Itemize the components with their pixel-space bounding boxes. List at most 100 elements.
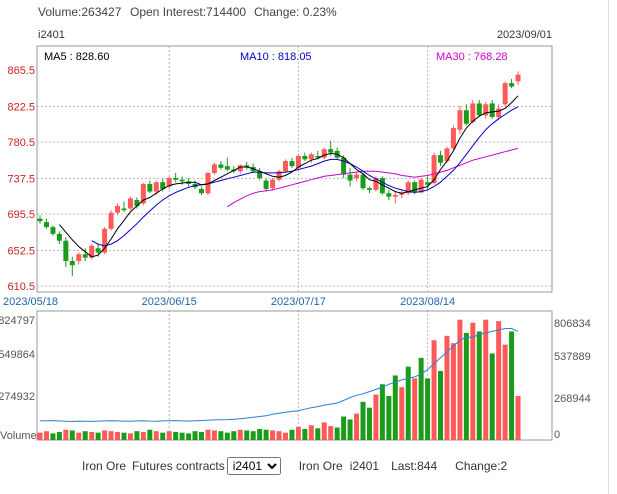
volume-bar	[263, 429, 269, 440]
volume-bar	[153, 431, 159, 440]
volume-bar	[224, 432, 230, 440]
volume-bar	[50, 433, 56, 440]
candle-body	[115, 205, 121, 213]
change-stat: Change: 0.23%	[254, 5, 337, 19]
candle-body	[134, 200, 140, 206]
candle-body	[56, 233, 62, 241]
contract-select[interactable]: i2401	[226, 457, 281, 475]
ma10-line	[91, 106, 519, 247]
candle-body	[270, 179, 276, 189]
quote-contract: i2401	[349, 459, 380, 473]
volume-bar	[102, 430, 108, 440]
candle-body	[257, 171, 263, 178]
volume-bar	[69, 430, 75, 440]
candle-body	[431, 155, 437, 184]
candle-body	[289, 161, 295, 167]
volume-bar	[192, 431, 198, 440]
volume-bar	[63, 429, 69, 440]
volume-bar	[95, 432, 101, 440]
volume-bar	[405, 366, 411, 440]
candle-body	[237, 165, 243, 172]
volume-bar	[354, 413, 360, 440]
candle-body	[89, 245, 95, 258]
candle-body	[328, 149, 334, 153]
volume-bar	[270, 430, 276, 440]
volume-bar	[476, 331, 482, 440]
volume-bar	[450, 343, 456, 440]
volume-bar	[231, 431, 237, 440]
volume-bar	[289, 429, 295, 440]
candle-body	[69, 261, 75, 266]
volume-bar	[502, 344, 508, 440]
candle-body	[354, 174, 360, 178]
candle-body	[489, 103, 495, 118]
volume-bar	[76, 432, 82, 440]
candle-body	[82, 254, 88, 258]
price-tick-label: 780.5	[7, 137, 35, 149]
open-interest-stat: Open Interest:714400	[130, 5, 247, 19]
volume-bar	[431, 340, 437, 440]
volume-bar	[483, 319, 489, 440]
date-tick-label: 2023/05/18	[3, 296, 58, 308]
volume-bar	[295, 426, 301, 440]
volume-title: Volume	[0, 430, 37, 442]
candle-body	[121, 208, 127, 211]
candle-body	[476, 103, 482, 116]
volume-bar	[328, 426, 334, 440]
candle-body	[140, 183, 146, 204]
contracts-label: Futures contracts	[132, 459, 225, 473]
volume-bar	[257, 428, 263, 440]
candle-body	[63, 240, 69, 262]
volume-bar	[127, 433, 133, 440]
right-border	[608, 0, 609, 494]
ma5-label: MA5 : 828.60	[44, 51, 109, 63]
volume-bar	[166, 431, 172, 440]
volume-bar	[244, 430, 250, 440]
candle-body	[347, 174, 353, 181]
candle-body	[379, 178, 385, 194]
candle-body	[160, 182, 166, 190]
contract-label: i2401	[38, 29, 65, 41]
candle-body	[457, 110, 463, 130]
candle-body	[224, 166, 230, 170]
candle-body	[366, 188, 372, 190]
candle-body	[405, 182, 411, 194]
volume-bar	[173, 431, 179, 440]
volume-bar	[425, 378, 431, 440]
volume-bar	[392, 375, 398, 440]
volume-bar	[302, 428, 308, 440]
volume-bar	[237, 429, 243, 440]
candle-body	[282, 161, 288, 172]
candle-body	[515, 74, 521, 82]
candle-body	[425, 182, 431, 185]
volume-bar	[379, 384, 385, 440]
candle-body	[315, 155, 321, 158]
price-tick-label: 865.5	[7, 65, 35, 77]
price-tick-label: 737.5	[7, 173, 35, 185]
volume-left-tick: 274932	[0, 391, 35, 403]
candle-body	[108, 212, 114, 229]
volume-bar	[308, 425, 314, 440]
open-interest-line	[39, 328, 519, 423]
candle-body	[218, 164, 224, 168]
ma10-label: MA10 : 818.05	[240, 51, 312, 63]
last-price: Last:844	[391, 459, 438, 473]
volume-bar	[115, 431, 121, 440]
candle-body	[263, 180, 269, 190]
candle-body	[308, 154, 314, 160]
date-tick-label: 2023/08/14	[400, 296, 455, 308]
date-tick-label: 2023/07/17	[271, 296, 326, 308]
price-tick-label: 652.5	[7, 245, 35, 257]
candle-body	[127, 198, 133, 209]
candle-body	[502, 83, 508, 105]
volume-bar	[276, 431, 282, 440]
volume-bar	[211, 430, 217, 440]
volume-bar	[463, 332, 469, 440]
volume-left-tick: 824797	[0, 315, 35, 327]
price-tick-label: 822.5	[7, 101, 35, 113]
volume-stat: Volume:263427	[38, 5, 122, 19]
volume-bar	[347, 419, 353, 440]
candle-body	[321, 149, 327, 158]
candle-body	[392, 194, 398, 197]
candle-body	[302, 155, 308, 160]
